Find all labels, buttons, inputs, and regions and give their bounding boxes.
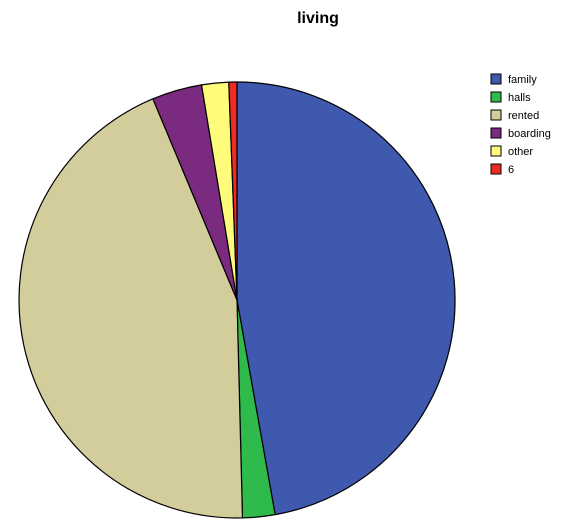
legend-label-boarding: boarding (508, 128, 551, 140)
legend-item-other: other (490, 145, 533, 158)
legend-label-6: 6 (508, 164, 514, 176)
legend-label-rented: rented (508, 110, 539, 122)
legend-label-other: other (508, 146, 533, 158)
legend-item-rented: rented (490, 109, 539, 122)
legend-item-6: 6 (490, 163, 514, 176)
legend: family halls rented boarding other 6 (490, 73, 551, 176)
pie-slice-family (236, 81, 456, 516)
legend-swatch-halls (490, 91, 502, 103)
legend-swatch-6 (490, 163, 502, 175)
legend-swatch-boarding (490, 127, 502, 139)
chart-title: living (297, 10, 339, 27)
legend-swatch-rented (490, 109, 502, 121)
legend-item-family: family (490, 73, 537, 86)
legend-label-halls: halls (508, 92, 531, 104)
pie-slice-rented (18, 98, 244, 519)
legend-swatch-family (490, 73, 502, 85)
legend-label-family: family (508, 74, 537, 86)
pie-slice-6 (228, 81, 238, 301)
pie-slices (18, 81, 456, 519)
legend-swatch-other (490, 145, 502, 157)
legend-item-boarding: boarding (490, 127, 551, 140)
legend-item-halls: halls (490, 91, 531, 104)
